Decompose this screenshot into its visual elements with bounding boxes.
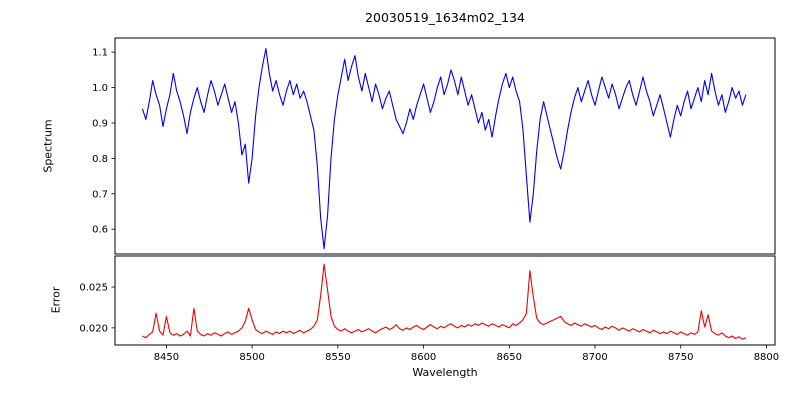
spectrum-panel-frame xyxy=(114,37,776,255)
x-tick-label: 8500 xyxy=(239,352,264,363)
x-tick-label: 8800 xyxy=(754,352,779,363)
chart-title: 20030519_1634m02_134 xyxy=(365,10,525,25)
x-tick-label: 8600 xyxy=(411,352,436,363)
spectrum-y-tick-label: 0.7 xyxy=(92,189,108,200)
x-axis-label: Wavelength xyxy=(412,366,478,379)
x-tick-label: 8550 xyxy=(325,352,350,363)
spectrum-line xyxy=(141,48,747,250)
spectrum-y-tick-label: 0.9 xyxy=(92,118,108,129)
error-y-axis-label: Error xyxy=(49,286,63,314)
x-tick-label: 8650 xyxy=(497,352,522,363)
error-panel-frame xyxy=(114,255,776,346)
spectrum-y-tick-label: 0.6 xyxy=(92,225,108,236)
spectrum-y-tick-label: 0.8 xyxy=(92,154,108,165)
x-tick-label: 8450 xyxy=(154,352,179,363)
spectrum-y-axis-label: Spectrum xyxy=(41,119,55,173)
spectrum-y-tick-label: 1.0 xyxy=(92,83,108,94)
error-y-tick-label: 0.020 xyxy=(79,323,108,334)
error-y-tick-label: 0.025 xyxy=(79,283,108,294)
x-tick-label: 8750 xyxy=(668,352,693,363)
error-line xyxy=(142,263,747,340)
spectrum-y-tick-label: 1.1 xyxy=(92,48,108,59)
x-tick-label: 8700 xyxy=(582,352,607,363)
